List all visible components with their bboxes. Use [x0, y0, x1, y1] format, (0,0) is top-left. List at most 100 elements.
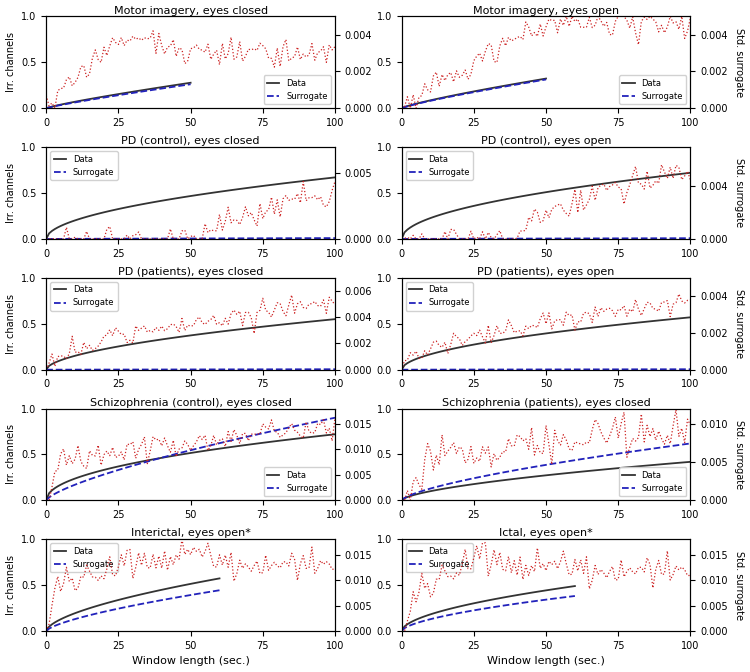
Data [62, 99, 71, 108]
Data [470, 341, 478, 349]
Line: Surrogate: Surrogate [402, 596, 575, 631]
Y-axis label: Irr. channels: Irr. channels [5, 32, 16, 92]
Surrogate [331, 234, 340, 242]
Surrogate [215, 439, 224, 447]
Data [175, 333, 184, 341]
Surrogate [114, 91, 123, 99]
Title: Motor imagery, eyes open: Motor imagery, eyes open [473, 5, 619, 15]
Std [417, 354, 426, 362]
Std [599, 307, 608, 315]
Std [175, 555, 184, 563]
Std [244, 437, 253, 445]
Std [258, 420, 267, 428]
Surrogate [599, 235, 608, 243]
Std [470, 554, 478, 562]
Std [398, 627, 406, 635]
Surrogate [571, 592, 580, 600]
Std [287, 291, 296, 299]
Data [114, 596, 123, 604]
Surrogate [599, 452, 608, 460]
Title: Schizophrenia (control), eyes closed: Schizophrenia (control), eyes closed [90, 398, 292, 408]
Surrogate [417, 618, 426, 626]
Surrogate [244, 235, 253, 243]
Surrogate [244, 366, 253, 374]
Std [616, 12, 626, 20]
Std [258, 294, 267, 302]
Data [614, 177, 622, 185]
Surrogate [215, 366, 224, 374]
Surrogate [686, 234, 695, 242]
Std [180, 60, 189, 68]
Surrogate [175, 82, 184, 90]
Surrogate [258, 429, 267, 437]
Y-axis label: Irr. channels: Irr. channels [5, 555, 16, 616]
Std [398, 366, 406, 374]
Surrogate [62, 100, 71, 108]
Title: PD (patients), eyes closed: PD (patients), eyes closed [118, 267, 263, 277]
Data [470, 202, 478, 210]
Std [331, 42, 340, 50]
Std [470, 235, 478, 243]
Data [571, 183, 580, 192]
Y-axis label: Std. surrogate: Std. surrogate [734, 28, 745, 97]
Data [215, 445, 224, 453]
Std [614, 305, 622, 313]
Data [258, 439, 267, 447]
Data [244, 325, 253, 333]
Line: Surrogate: Surrogate [46, 590, 220, 631]
Std [530, 322, 539, 330]
Line: Std: Std [402, 410, 691, 501]
Legend: Data, Surrogate: Data, Surrogate [619, 468, 686, 496]
Surrogate [470, 474, 478, 482]
Data [331, 315, 340, 323]
Std [244, 212, 253, 220]
Surrogate [470, 235, 478, 243]
Data [331, 173, 340, 181]
Y-axis label: Std. surrogate: Std. surrogate [734, 420, 745, 489]
Std [398, 235, 406, 243]
Surrogate [530, 235, 539, 243]
Data [398, 104, 406, 112]
Std [62, 355, 71, 363]
Surrogate [614, 450, 622, 458]
Std [258, 214, 267, 222]
Std [532, 544, 542, 552]
Legend: Data, Surrogate: Data, Surrogate [263, 468, 331, 496]
Std [602, 574, 611, 582]
Data [114, 343, 123, 351]
Std [175, 329, 184, 337]
Std [114, 327, 123, 335]
Surrogate [114, 466, 123, 474]
Surrogate [62, 235, 71, 243]
Line: Surrogate: Surrogate [402, 79, 546, 108]
Line: Std: Std [402, 543, 691, 631]
Data [571, 582, 580, 590]
Legend: Data, Surrogate: Data, Surrogate [406, 544, 473, 573]
Data [571, 326, 580, 334]
Std [64, 73, 74, 81]
Surrogate [398, 235, 406, 243]
Std [42, 497, 51, 505]
Y-axis label: Irr. channels: Irr. channels [5, 294, 16, 353]
Data [215, 328, 224, 336]
Std [686, 571, 695, 579]
Y-axis label: Std. surrogate: Std. surrogate [734, 289, 745, 358]
Data [42, 104, 51, 112]
Data [530, 472, 539, 480]
Data [62, 220, 71, 228]
Surrogate [571, 366, 580, 374]
Surrogate [686, 439, 695, 448]
Surrogate [175, 593, 184, 601]
Std [573, 566, 582, 575]
Surrogate [614, 235, 622, 243]
Title: Motor imagery, eyes closed: Motor imagery, eyes closed [113, 5, 268, 15]
Surrogate [258, 366, 267, 374]
Std [331, 565, 340, 573]
Std [42, 91, 51, 99]
Title: PD (patients), eyes open: PD (patients), eyes open [477, 267, 615, 277]
Surrogate [599, 366, 608, 374]
Data [398, 497, 406, 505]
Data [175, 582, 184, 590]
Surrogate [331, 365, 340, 373]
Data [614, 321, 622, 329]
